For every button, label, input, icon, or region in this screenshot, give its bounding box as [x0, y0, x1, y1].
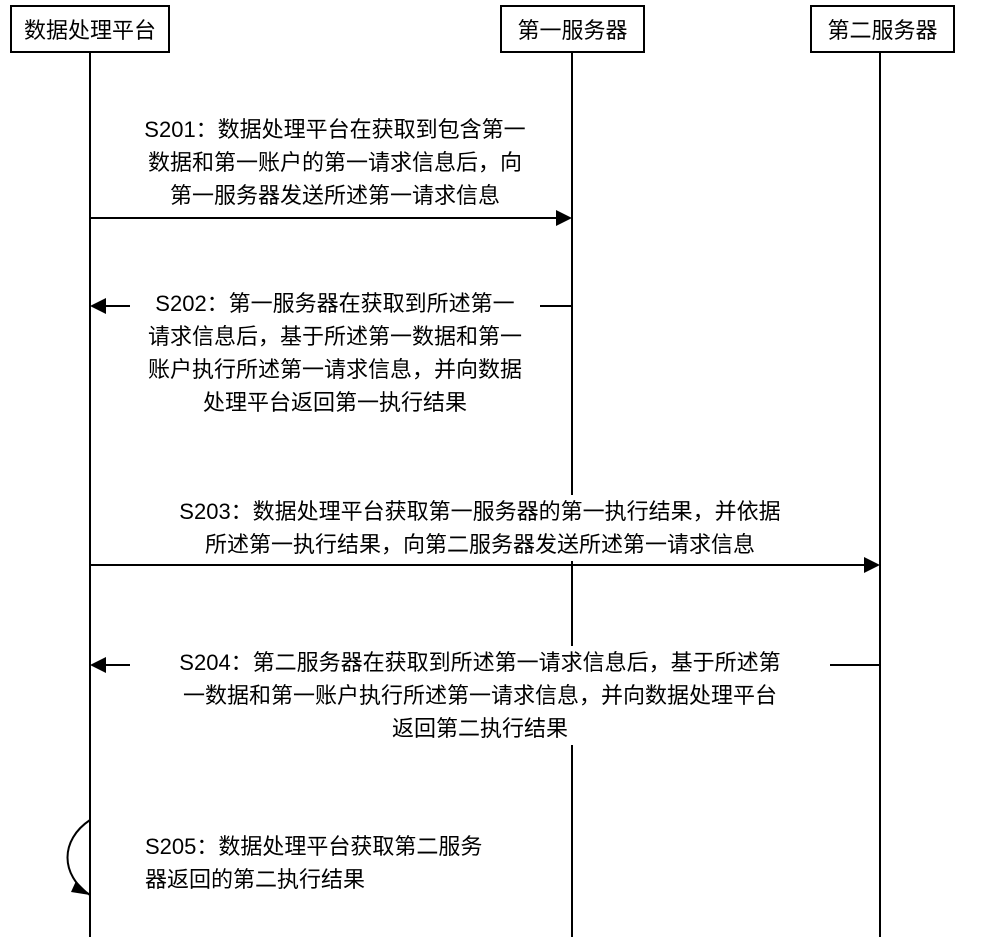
- self-arrow-s205: [55, 810, 125, 910]
- arrow-head-s201: [556, 210, 572, 226]
- message-s201: S201：数据处理平台在获取到包含第一数据和第一账户的第一请求信息后，向第一服务…: [130, 113, 540, 212]
- participant-data-platform: 数据处理平台: [10, 5, 170, 53]
- arrow-s203: [90, 564, 866, 566]
- participant-label: 第二服务器: [827, 13, 937, 45]
- participant-label: 第一服务器: [517, 13, 627, 45]
- message-s203: S203：数据处理平台获取第一服务器的第一执行结果，并依据所述第一执行结果，向第…: [130, 495, 830, 561]
- lifeline-data-platform: [89, 53, 91, 937]
- participant-label: 数据处理平台: [24, 13, 156, 45]
- arrow-head-s203: [864, 557, 880, 573]
- participant-server-1: 第一服务器: [500, 5, 645, 53]
- participant-server-2: 第二服务器: [810, 5, 955, 53]
- lifeline-server-2: [879, 53, 881, 937]
- message-s205: S205：数据处理平台获取第二服务器返回的第二执行结果: [145, 830, 540, 896]
- sequence-diagram: 数据处理平台 第一服务器 第二服务器 S201：数据处理平台在获取到包含第一数据…: [0, 0, 1000, 937]
- arrow-head-s202: [90, 298, 106, 314]
- arrow-head-s204: [90, 657, 106, 673]
- arrow-s201: [90, 217, 558, 219]
- message-s204: S204：第二服务器在获取到所述第一请求信息后，基于所述第一数据和第一账户执行所…: [130, 646, 830, 745]
- message-s202: S202：第一服务器在获取到所述第一请求信息后，基于所述第一数据和第一账户执行所…: [130, 287, 540, 419]
